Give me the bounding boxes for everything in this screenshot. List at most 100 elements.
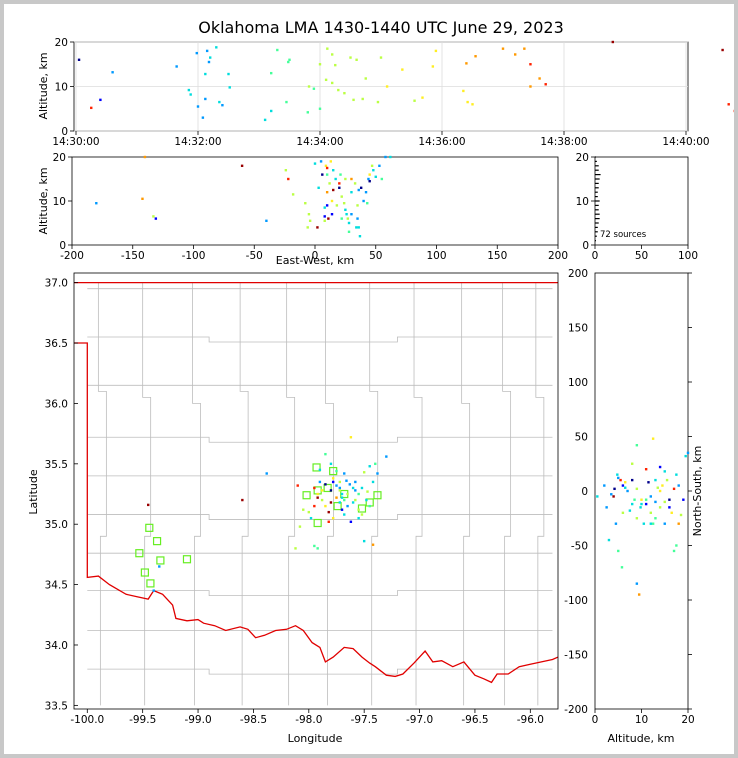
county-line [325,282,334,706]
source-point [143,155,147,159]
source-point [325,204,329,207]
source-point [474,55,477,58]
source-point [644,502,648,506]
source-point [596,495,599,498]
source-point [320,498,324,502]
source-point [332,188,335,192]
source-point [141,197,144,200]
source-point [340,195,343,198]
lma-station-marker [373,491,382,500]
source-point [187,88,191,92]
source-point [329,501,333,504]
source-point [195,51,198,55]
count-tick-label: 100 [678,250,698,262]
source-point [318,107,322,110]
source-point [228,86,231,89]
source-point [633,498,636,501]
northsouth-tick-label: -150 [564,650,588,662]
source-point [287,60,290,64]
source-point [325,166,329,170]
source-point [421,96,424,99]
source-point [610,493,613,496]
source-point [350,191,353,194]
eastwest-tick-label: 0 [312,250,319,262]
source-point [309,516,313,520]
figure-frame: Oklahoma LMA 1430-1440 UTC June 29, 2023… [4,4,736,754]
source-point [374,462,377,466]
source-point [152,589,155,592]
source-point [340,492,344,496]
source-point [374,175,377,178]
source-point [385,455,388,458]
altitude-tick-label: 10 [576,196,589,208]
source-point [355,58,358,61]
source-point [651,522,655,525]
source-point [316,496,319,499]
source-point [356,217,359,220]
eastwest-tick-label: 50 [369,250,382,262]
time-tick-label: 14:38:00 [540,136,587,148]
source-point [99,98,102,102]
altitude-tick-label: 20 [576,152,589,164]
source-point [334,177,337,181]
source-point [330,199,334,203]
source-point [339,173,342,176]
source-point [654,517,657,520]
source-point [362,539,366,543]
eastwest-altitude-axes [71,156,559,246]
latitude-tick-label: 37.0 [45,278,68,290]
source-point [205,49,209,53]
source-point [345,479,348,482]
source-point [663,500,666,504]
source-point [207,60,211,64]
longitude-tick-label: -96.5 [461,714,488,726]
source-point [306,226,309,229]
source-point [529,63,532,66]
longitude-tick-label: -99.5 [129,714,156,726]
source-point [345,213,348,216]
source-point [276,48,279,52]
source-point [350,213,353,216]
northsouth-tick-label: -50 [571,541,588,553]
source-point [343,498,346,502]
source-point [329,160,332,163]
source-point [263,118,267,122]
source-point [204,97,207,101]
source-point [367,177,370,181]
source-point [349,520,353,523]
source-point [340,508,344,511]
source-point [335,484,338,487]
source-point [313,504,316,508]
source-point [368,465,371,468]
source-point [265,472,268,475]
source-point [431,65,435,68]
source-point [270,109,273,113]
eastwest-altitude-panel: East-West, km Altitude, km -200 -150 -100 -… [37,152,568,267]
source-point [359,186,363,189]
longitude-tick-label: -100.0 [70,714,104,726]
source-point [347,230,351,233]
northsouth-tick-label: 200 [568,268,588,280]
source-point [317,186,320,189]
source-point [218,100,221,104]
latitude-tick-label: 34.5 [45,580,68,592]
source-point [307,85,311,88]
county-line [239,282,249,706]
altitude-northsouth-axes [594,272,689,710]
eastwest-tick-label: 150 [487,250,507,262]
source-point [672,549,676,553]
count-tick-label: 0 [592,250,599,262]
county-line [369,282,379,706]
source-point [331,480,335,484]
source-point [304,202,307,205]
longitude-tick-label: -98.0 [295,714,322,726]
source-point [201,116,205,119]
altitude-tick-label: 20 [55,37,68,49]
source-point [291,193,295,196]
source-point [668,498,671,501]
source-point [324,78,328,82]
source-point [318,468,322,472]
source-point [294,547,297,550]
source-point [679,513,683,517]
source-point [354,480,357,484]
